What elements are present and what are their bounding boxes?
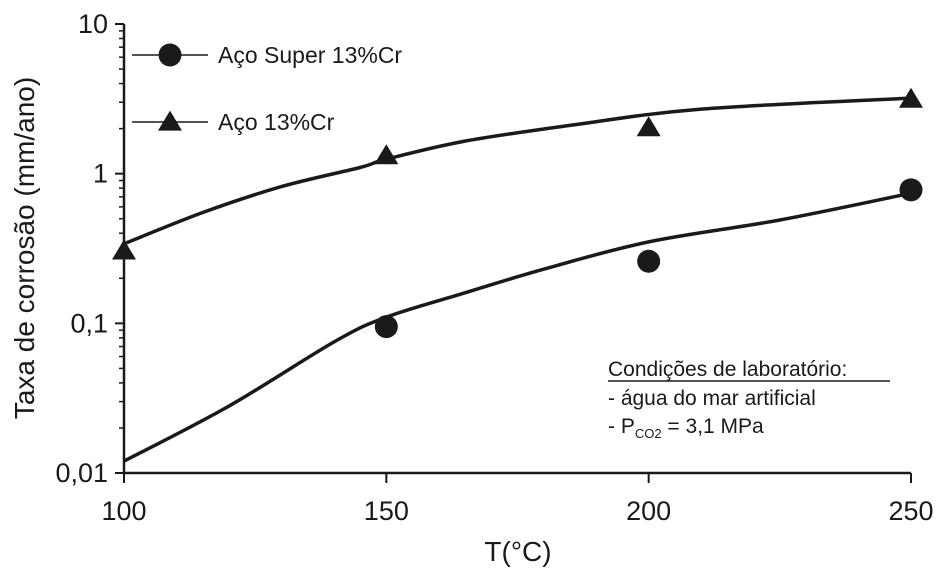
conditions-line-1: - água do mar artificial [608, 387, 816, 410]
tick-labels: 0,01 0,1 1 10 100 150 200 250 [55, 9, 933, 526]
legend-marker-super-13cr [159, 44, 182, 67]
y-tick-label: 10 [78, 9, 108, 39]
pressure-prefix: - P [608, 415, 635, 438]
data-point-super-13cr [375, 315, 398, 338]
y-tick-label: 1 [93, 159, 108, 189]
data-point-super-13cr [900, 178, 923, 201]
axes [115, 24, 911, 483]
fit-curve-super-13cr [124, 193, 911, 461]
data-point-13cr [374, 144, 398, 164]
conditions-line-2: - PCO2 = 3,1 MPa [608, 415, 764, 441]
pressure-subscript: CO2 [635, 426, 662, 441]
data-point-13cr [637, 116, 661, 136]
legend-label-super-13cr: Aço Super 13%Cr [218, 42, 402, 68]
x-tick-label: 200 [626, 496, 671, 526]
conditions-heading: Condições de laboratório: [608, 358, 847, 381]
data-point-super-13cr [637, 250, 660, 273]
x-tick-label: 250 [888, 496, 933, 526]
y-axis-title: Taxa de corrosão (mm/ano) [9, 77, 40, 419]
x-tick-label: 100 [101, 496, 146, 526]
x-tick-label: 150 [364, 496, 409, 526]
legend-marker-13cr [158, 111, 182, 131]
data-point-13cr [112, 240, 136, 260]
pressure-value: = 3,1 MPa [662, 415, 764, 438]
conditions-note: Condições de laboratório: - água do mar … [608, 358, 890, 441]
y-tick-label: 0,01 [55, 458, 108, 488]
legend: Aço Super 13%Cr Aço 13%Cr [132, 42, 402, 135]
legend-label-13cr: Aço 13%Cr [218, 109, 335, 135]
y-tick-label: 0,1 [70, 308, 108, 338]
x-axis-title: T(°C) [484, 536, 551, 567]
